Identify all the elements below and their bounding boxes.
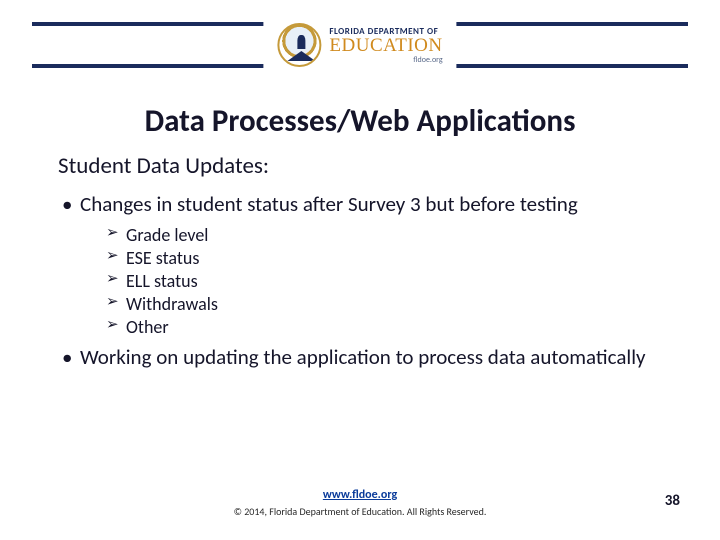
- bullet-text: Working on updating the application to p…: [80, 344, 646, 370]
- sub-item: Other: [106, 316, 662, 339]
- content-area: Student Data Updates: Changes in student…: [58, 152, 662, 376]
- footer-link[interactable]: www.fldoe.org: [323, 488, 397, 502]
- logo-seal-icon: [277, 23, 321, 67]
- slide-title: Data Processes/Web Applications: [0, 102, 720, 140]
- sub-item: Grade level: [106, 224, 662, 247]
- footer-copyright: © 2014, Florida Department of Education.…: [0, 505, 720, 518]
- sub-item: ESE status: [106, 247, 662, 270]
- logo: FLORIDA DEPARTMENT OF EDUCATION fldoe.or…: [263, 12, 456, 78]
- bullet-text: Changes in student status after Survey 3…: [80, 191, 578, 217]
- logo-line2: EDUCATION: [329, 36, 442, 55]
- sub-item: ELL status: [106, 270, 662, 293]
- logo-line3: fldoe.org: [413, 56, 442, 64]
- page-number: 38: [665, 492, 680, 510]
- bullet-item: Changes in student status after Survey 3…: [58, 192, 662, 339]
- footer-link-wrap: www.fldoe.org: [0, 488, 720, 502]
- logo-text: FLORIDA DEPARTMENT OF EDUCATION fldoe.or…: [329, 27, 442, 64]
- sub-item: Withdrawals: [106, 293, 662, 316]
- bullet-item: Working on updating the application to p…: [58, 345, 662, 371]
- subheading: Student Data Updates:: [58, 152, 662, 180]
- sub-list: Grade level ESE status ELL status Withdr…: [80, 224, 662, 339]
- bullet-list: Changes in student status after Survey 3…: [58, 192, 662, 370]
